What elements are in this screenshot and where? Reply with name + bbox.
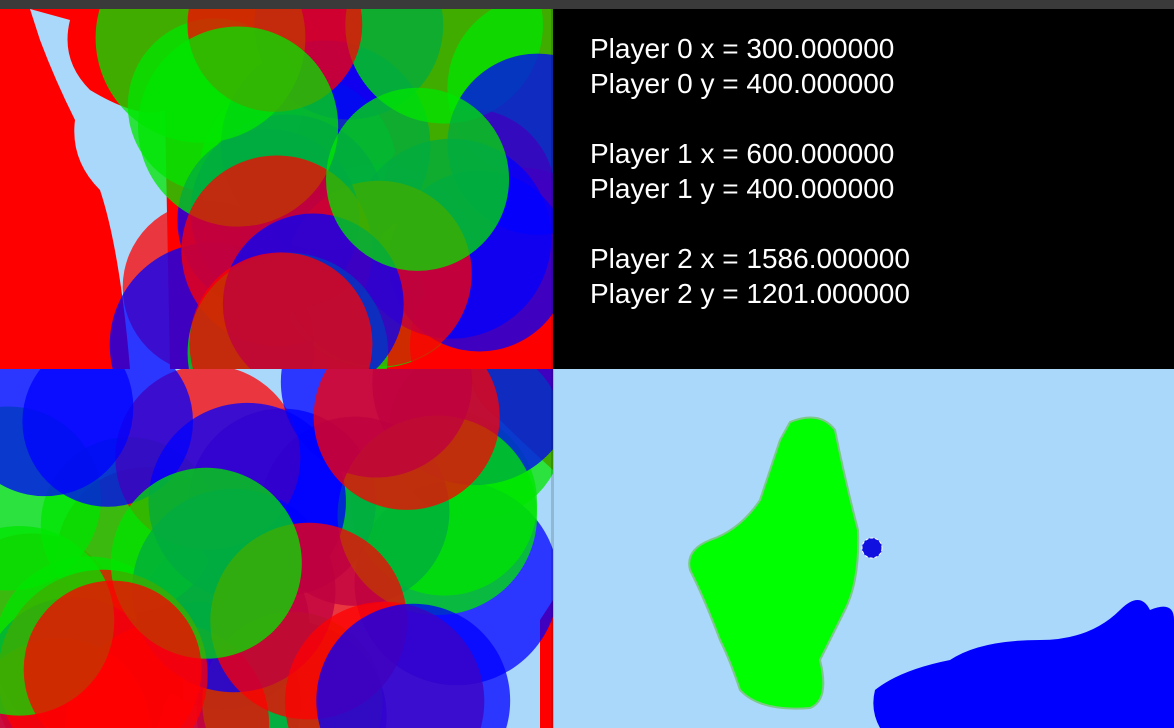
player-circle <box>326 87 510 271</box>
info-panel <box>553 9 1174 369</box>
player-sprite <box>861 537 883 559</box>
debug-line: Player 2 x = 1586.000000 <box>590 243 910 274</box>
player-circle <box>316 603 511 728</box>
viewport-player-0 <box>0 9 553 369</box>
viewport-player-2 <box>553 369 1174 728</box>
debug-line: Player 1 x = 600.000000 <box>590 138 894 169</box>
player-circle <box>313 369 500 510</box>
player-circle <box>189 252 373 369</box>
debug-line: Player 1 y = 400.000000 <box>590 173 894 204</box>
player-circle <box>23 580 202 728</box>
debug-line: Player 2 y = 1201.000000 <box>590 278 910 309</box>
debug-line: Player 0 x = 300.000000 <box>590 33 894 64</box>
viewport-player-1 <box>0 369 553 728</box>
player-circle <box>0 369 134 497</box>
title-bar <box>0 0 1174 9</box>
debug-line: Player 0 y = 400.000000 <box>590 68 894 99</box>
